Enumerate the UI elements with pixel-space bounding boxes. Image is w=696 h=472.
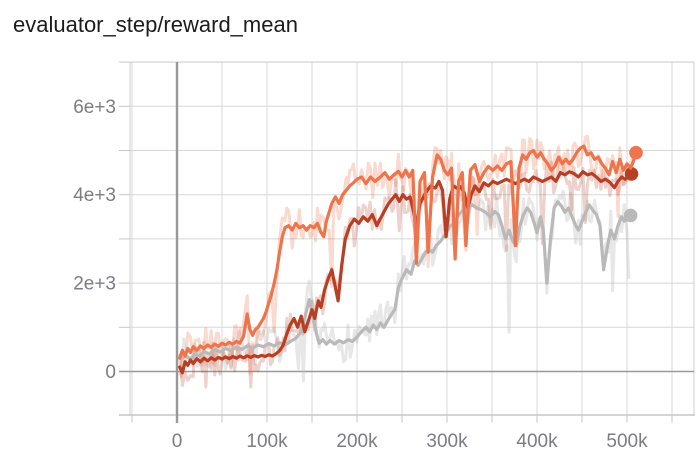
chart-title: evaluator_step/reward_mean [13, 12, 298, 37]
x-axis-tick-label: 300k [426, 431, 468, 452]
x-axis-tick-label: 100k [246, 431, 288, 452]
dark-red-run-end-dot [624, 167, 639, 181]
gray-run-line [179, 200, 633, 361]
dark-red-run-raw-line [178, 155, 631, 389]
orange-run-line [178, 144, 638, 360]
x-axis-tick-label: 400k [516, 431, 558, 452]
orange-run-end-dot [629, 145, 643, 160]
dark-red-run-line [178, 170, 634, 375]
y-axis-tick-label: 6e+3 [73, 97, 116, 118]
gray-run-raw-line [180, 189, 631, 383]
x-axis-tick-label: 500k [606, 431, 648, 452]
x-axis-tick-label: 200k [336, 431, 378, 452]
y-axis-tick-label: 4e+3 [73, 185, 116, 206]
y-axis-tick-label: 0 [105, 362, 116, 383]
y-axis-tick-label: 2e+3 [73, 274, 116, 295]
x-axis-tick-label: 0 [172, 431, 183, 452]
gray-run-end-dot [623, 208, 638, 223]
